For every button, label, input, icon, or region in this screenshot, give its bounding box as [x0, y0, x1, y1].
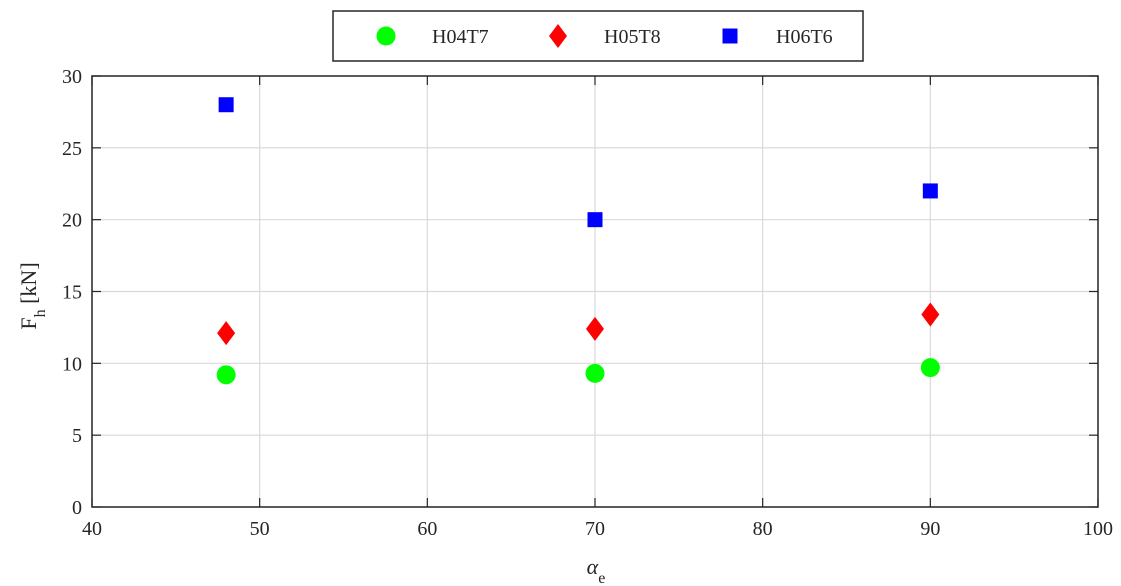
y-tick-label: 15	[62, 282, 82, 304]
data-point-h06t6	[218, 97, 234, 113]
legend: H04T7 H05T8 H06T6	[332, 10, 864, 62]
legend-label-h06t6: H06T6	[776, 26, 833, 48]
data-point-h06t6	[922, 183, 938, 199]
x-axis-label-main: α	[587, 554, 599, 579]
x-tick-label: 100	[1083, 518, 1113, 540]
x-tick-label: 70	[585, 518, 605, 540]
data-point-h04t7	[585, 363, 605, 383]
y-tick-label: 20	[62, 210, 82, 232]
data-point-h05t8	[921, 302, 940, 327]
y-axis-label-main: F	[16, 317, 41, 329]
x-tick-label: 50	[250, 518, 270, 540]
y-tick-label: 30	[62, 66, 82, 88]
y-tick-label: 5	[72, 425, 82, 447]
legend-item-h05t8: H05T8	[549, 24, 661, 48]
legend-marker-h06t6	[722, 28, 738, 44]
y-tick-label: 0	[72, 497, 82, 519]
x-tick-label: 60	[417, 518, 437, 540]
x-tick-label: 40	[82, 518, 102, 540]
legend-item-h04t7: H04T7	[376, 26, 489, 48]
y-axis-label-sub: h	[32, 309, 49, 317]
x-axis-label: αe	[587, 554, 606, 586]
data-point-h05t8	[217, 321, 236, 346]
data-point-h04t7	[920, 358, 940, 378]
data-point-h05t8	[586, 316, 604, 341]
data-point-h06t6	[587, 212, 603, 228]
y-axis-label: Fh [kN]	[16, 262, 49, 329]
x-tick-label: 80	[753, 518, 773, 540]
legend-box	[332, 10, 864, 62]
axis-ticks: 40 50 60 70 80 90 100 0 5 10 15 20 25 30	[62, 66, 1113, 540]
y-tick-label: 25	[62, 138, 82, 160]
y-tick-label: 10	[62, 353, 82, 375]
data-point-h04t7	[216, 365, 236, 385]
data-markers	[216, 97, 940, 385]
legend-label-h04t7: H04T7	[432, 26, 489, 48]
legend-label-h05t8: H05T8	[604, 26, 661, 48]
legend-item-h06t6: H06T6	[722, 26, 833, 48]
legend-marker-h05t8	[549, 24, 567, 48]
x-tick-label: 90	[920, 518, 940, 540]
legend-marker-h04t7	[376, 26, 396, 46]
x-axis-label-sub: e	[598, 570, 605, 586]
y-axis-label-unit: [kN]	[16, 262, 41, 309]
grid-lines	[91, 75, 1099, 508]
